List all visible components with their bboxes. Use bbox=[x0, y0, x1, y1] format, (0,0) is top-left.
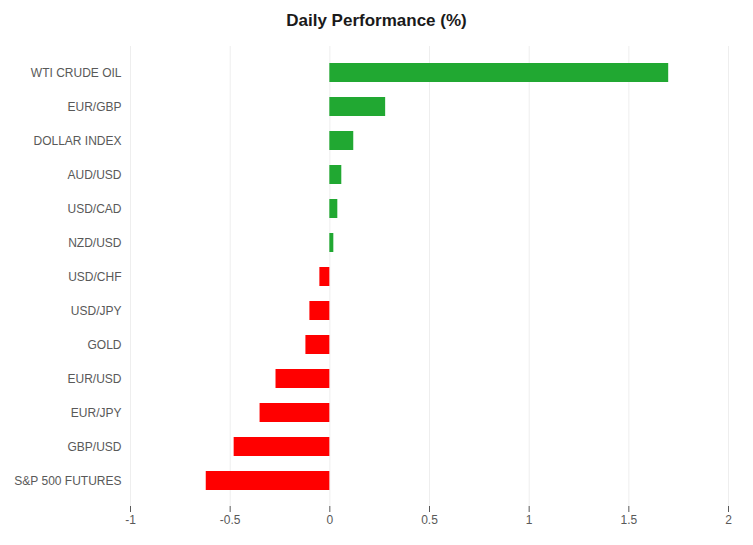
svg-text:USD/CHF: USD/CHF bbox=[68, 270, 121, 284]
html-text:Daily Performance (%): Daily Performance (%) bbox=[286, 11, 467, 30]
svg-text:1: 1 bbox=[526, 513, 533, 527]
svg-text:WTI CRUDE OIL: WTI CRUDE OIL bbox=[31, 66, 122, 80]
svg-text:2: 2 bbox=[725, 513, 732, 527]
svg-text:0: 0 bbox=[326, 513, 333, 527]
svg-text:NZD/USD: NZD/USD bbox=[68, 236, 122, 250]
svg-text:-1: -1 bbox=[125, 513, 136, 527]
svg-text:DOLLAR INDEX: DOLLAR INDEX bbox=[33, 134, 121, 148]
svg-text:EUR/JPY: EUR/JPY bbox=[71, 406, 122, 420]
svg-text:USD/CAD: USD/CAD bbox=[67, 202, 121, 216]
svg-text:USD/JPY: USD/JPY bbox=[71, 304, 122, 318]
svg-text:GBP/USD: GBP/USD bbox=[67, 440, 121, 454]
svg-text:-0.5: -0.5 bbox=[220, 513, 241, 527]
svg-text:1.5: 1.5 bbox=[620, 513, 637, 527]
svg-text:EUR/GBP: EUR/GBP bbox=[67, 100, 121, 114]
svg-text:AUD/USD: AUD/USD bbox=[67, 168, 121, 182]
svg-text:EUR/USD: EUR/USD bbox=[67, 372, 121, 386]
svg-text:S&P 500 FUTURES: S&P 500 FUTURES bbox=[14, 474, 121, 488]
svg-text:GOLD: GOLD bbox=[87, 338, 121, 352]
svg-text:0.5: 0.5 bbox=[421, 513, 438, 527]
